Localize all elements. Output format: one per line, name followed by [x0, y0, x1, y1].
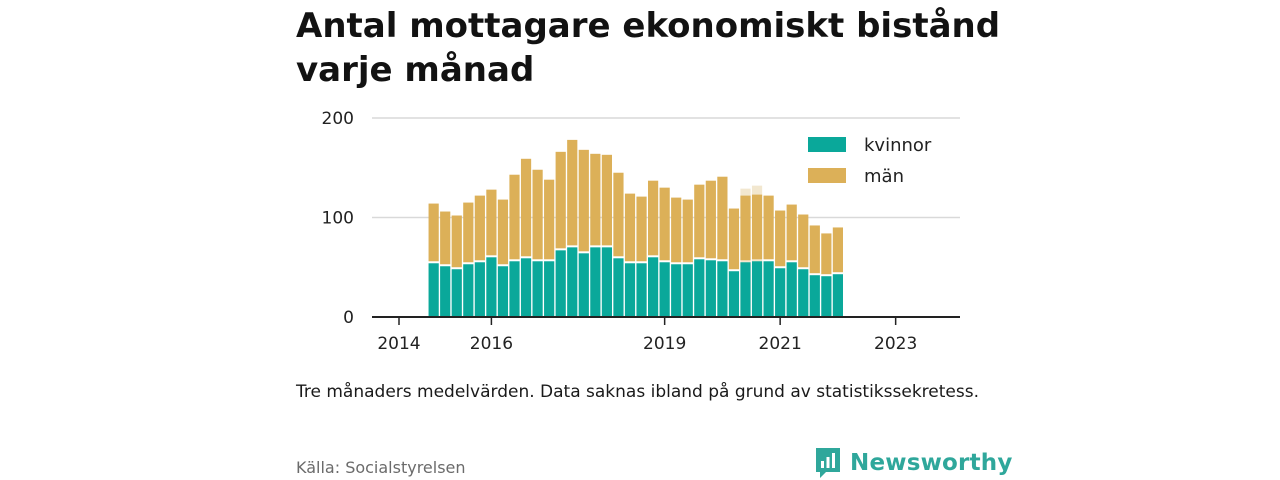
- bar-kvinnor: [497, 266, 509, 317]
- bar-man: [590, 153, 601, 246]
- bar-kvinnor: [821, 276, 832, 317]
- bar-man: [763, 195, 774, 260]
- bar-man: [682, 199, 693, 263]
- bar-kvinnor: [520, 258, 532, 317]
- bar-kvinnor: [613, 258, 624, 317]
- bar-kvinnor: [474, 262, 485, 317]
- brand-name: Newsworthy: [850, 450, 1013, 476]
- legend-label-kvinnor: kvinnor: [864, 135, 932, 156]
- source-note: Källa: Socialstyrelsen: [296, 458, 466, 477]
- bar-man: [555, 151, 566, 249]
- legend-swatch-kvinnor: [808, 137, 846, 152]
- bar-man: [740, 195, 751, 261]
- bar-kvinnor: [486, 257, 497, 317]
- bar-man: [532, 169, 543, 260]
- bar-man: [544, 179, 555, 260]
- bars: [428, 139, 843, 317]
- bar-man: [671, 197, 682, 263]
- y-tick-label: 0: [343, 308, 354, 328]
- bar-kvinnor: [705, 260, 716, 317]
- legend-label-man: män: [864, 166, 904, 187]
- bar-kvinnor: [809, 275, 820, 317]
- bar-kvinnor: [798, 269, 809, 317]
- bar-man: [463, 202, 474, 263]
- bar-man: [775, 210, 786, 267]
- bar-kvinnor: [463, 264, 474, 317]
- bar-kvinnor: [763, 261, 774, 317]
- x-tick-label: 2021: [759, 334, 802, 354]
- bar-kvinnor: [728, 271, 740, 317]
- bar-man: [509, 174, 520, 260]
- bar-man: [648, 180, 659, 256]
- legend-swatch-man: [808, 168, 846, 183]
- bar-man: [659, 187, 670, 261]
- bar-man: [832, 227, 843, 273]
- bar-man: [717, 176, 728, 260]
- bar-man: [821, 233, 832, 275]
- bar-kvinnor: [544, 261, 555, 317]
- bar-kvinnor: [555, 250, 566, 317]
- bar-kvinnor: [751, 261, 763, 317]
- bar-man: [786, 204, 797, 261]
- y-tick-label: 100: [322, 209, 354, 229]
- x-tick-label: 2023: [874, 334, 917, 354]
- brand-logo[interactable]: Newsworthy: [814, 446, 1013, 480]
- bar-man: [578, 149, 589, 252]
- bar-kvinnor: [532, 261, 543, 317]
- bar-kvinnor: [740, 262, 751, 317]
- bar-man: [809, 225, 820, 274]
- bar-man: [728, 208, 740, 270]
- bar-kvinnor: [648, 257, 659, 317]
- bar-man: [798, 214, 809, 268]
- bar-kvinnor: [567, 247, 578, 317]
- bar-man: [613, 172, 624, 257]
- bar-man: [497, 199, 509, 265]
- bar-kvinnor: [694, 259, 705, 317]
- newsworthy-logo-icon: [816, 448, 840, 478]
- stacked-bar-chart: 0 100 200 2014 2016 2019 2021 2023 kvinnor män: [322, 109, 960, 354]
- bar-kvinnor: [775, 268, 786, 317]
- bar-kvinnor: [682, 264, 693, 317]
- bar-kvinnor: [428, 263, 439, 317]
- bar-man: [428, 203, 439, 262]
- chart-caption: Tre månaders medelvärden. Data saknas ib…: [296, 382, 979, 402]
- bar-kvinnor: [717, 261, 728, 317]
- bar-kvinnor: [671, 264, 682, 317]
- bar-kvinnor: [578, 253, 589, 317]
- bar-kvinnor: [832, 274, 843, 317]
- bar-man: [486, 189, 497, 256]
- bar-man: [636, 196, 647, 262]
- bar-man: [567, 139, 578, 246]
- bar-man: [624, 193, 636, 262]
- bar-kvinnor: [509, 261, 520, 317]
- bar-man: [705, 180, 716, 259]
- x-tick-label: 2019: [643, 334, 686, 354]
- y-tick-label: 200: [322, 109, 354, 129]
- bar-man: [451, 215, 462, 268]
- bar-kvinnor: [659, 262, 670, 317]
- x-tick-label: 2014: [377, 334, 420, 354]
- bar-kvinnor: [786, 262, 797, 317]
- bar-kvinnor: [440, 266, 451, 317]
- bar-kvinnor: [636, 263, 647, 317]
- bar-man: [751, 194, 763, 260]
- bar-kvinnor: [624, 263, 636, 317]
- x-tick-label: 2016: [470, 334, 513, 354]
- bar-man: [694, 184, 705, 258]
- chart-title: Antal mottagare ekonomiskt bistånd varje…: [296, 6, 1001, 90]
- bar-man: [601, 154, 612, 246]
- bar-man: [520, 158, 532, 257]
- bar-kvinnor: [601, 247, 612, 317]
- bar-man: [474, 195, 485, 261]
- bar-kvinnor: [590, 247, 601, 317]
- legend: kvinnor män: [808, 135, 932, 187]
- bar-man: [440, 211, 451, 265]
- axes: 0 100 200 2014 2016 2019 2021 2023: [322, 109, 960, 354]
- bar-kvinnor: [451, 269, 462, 317]
